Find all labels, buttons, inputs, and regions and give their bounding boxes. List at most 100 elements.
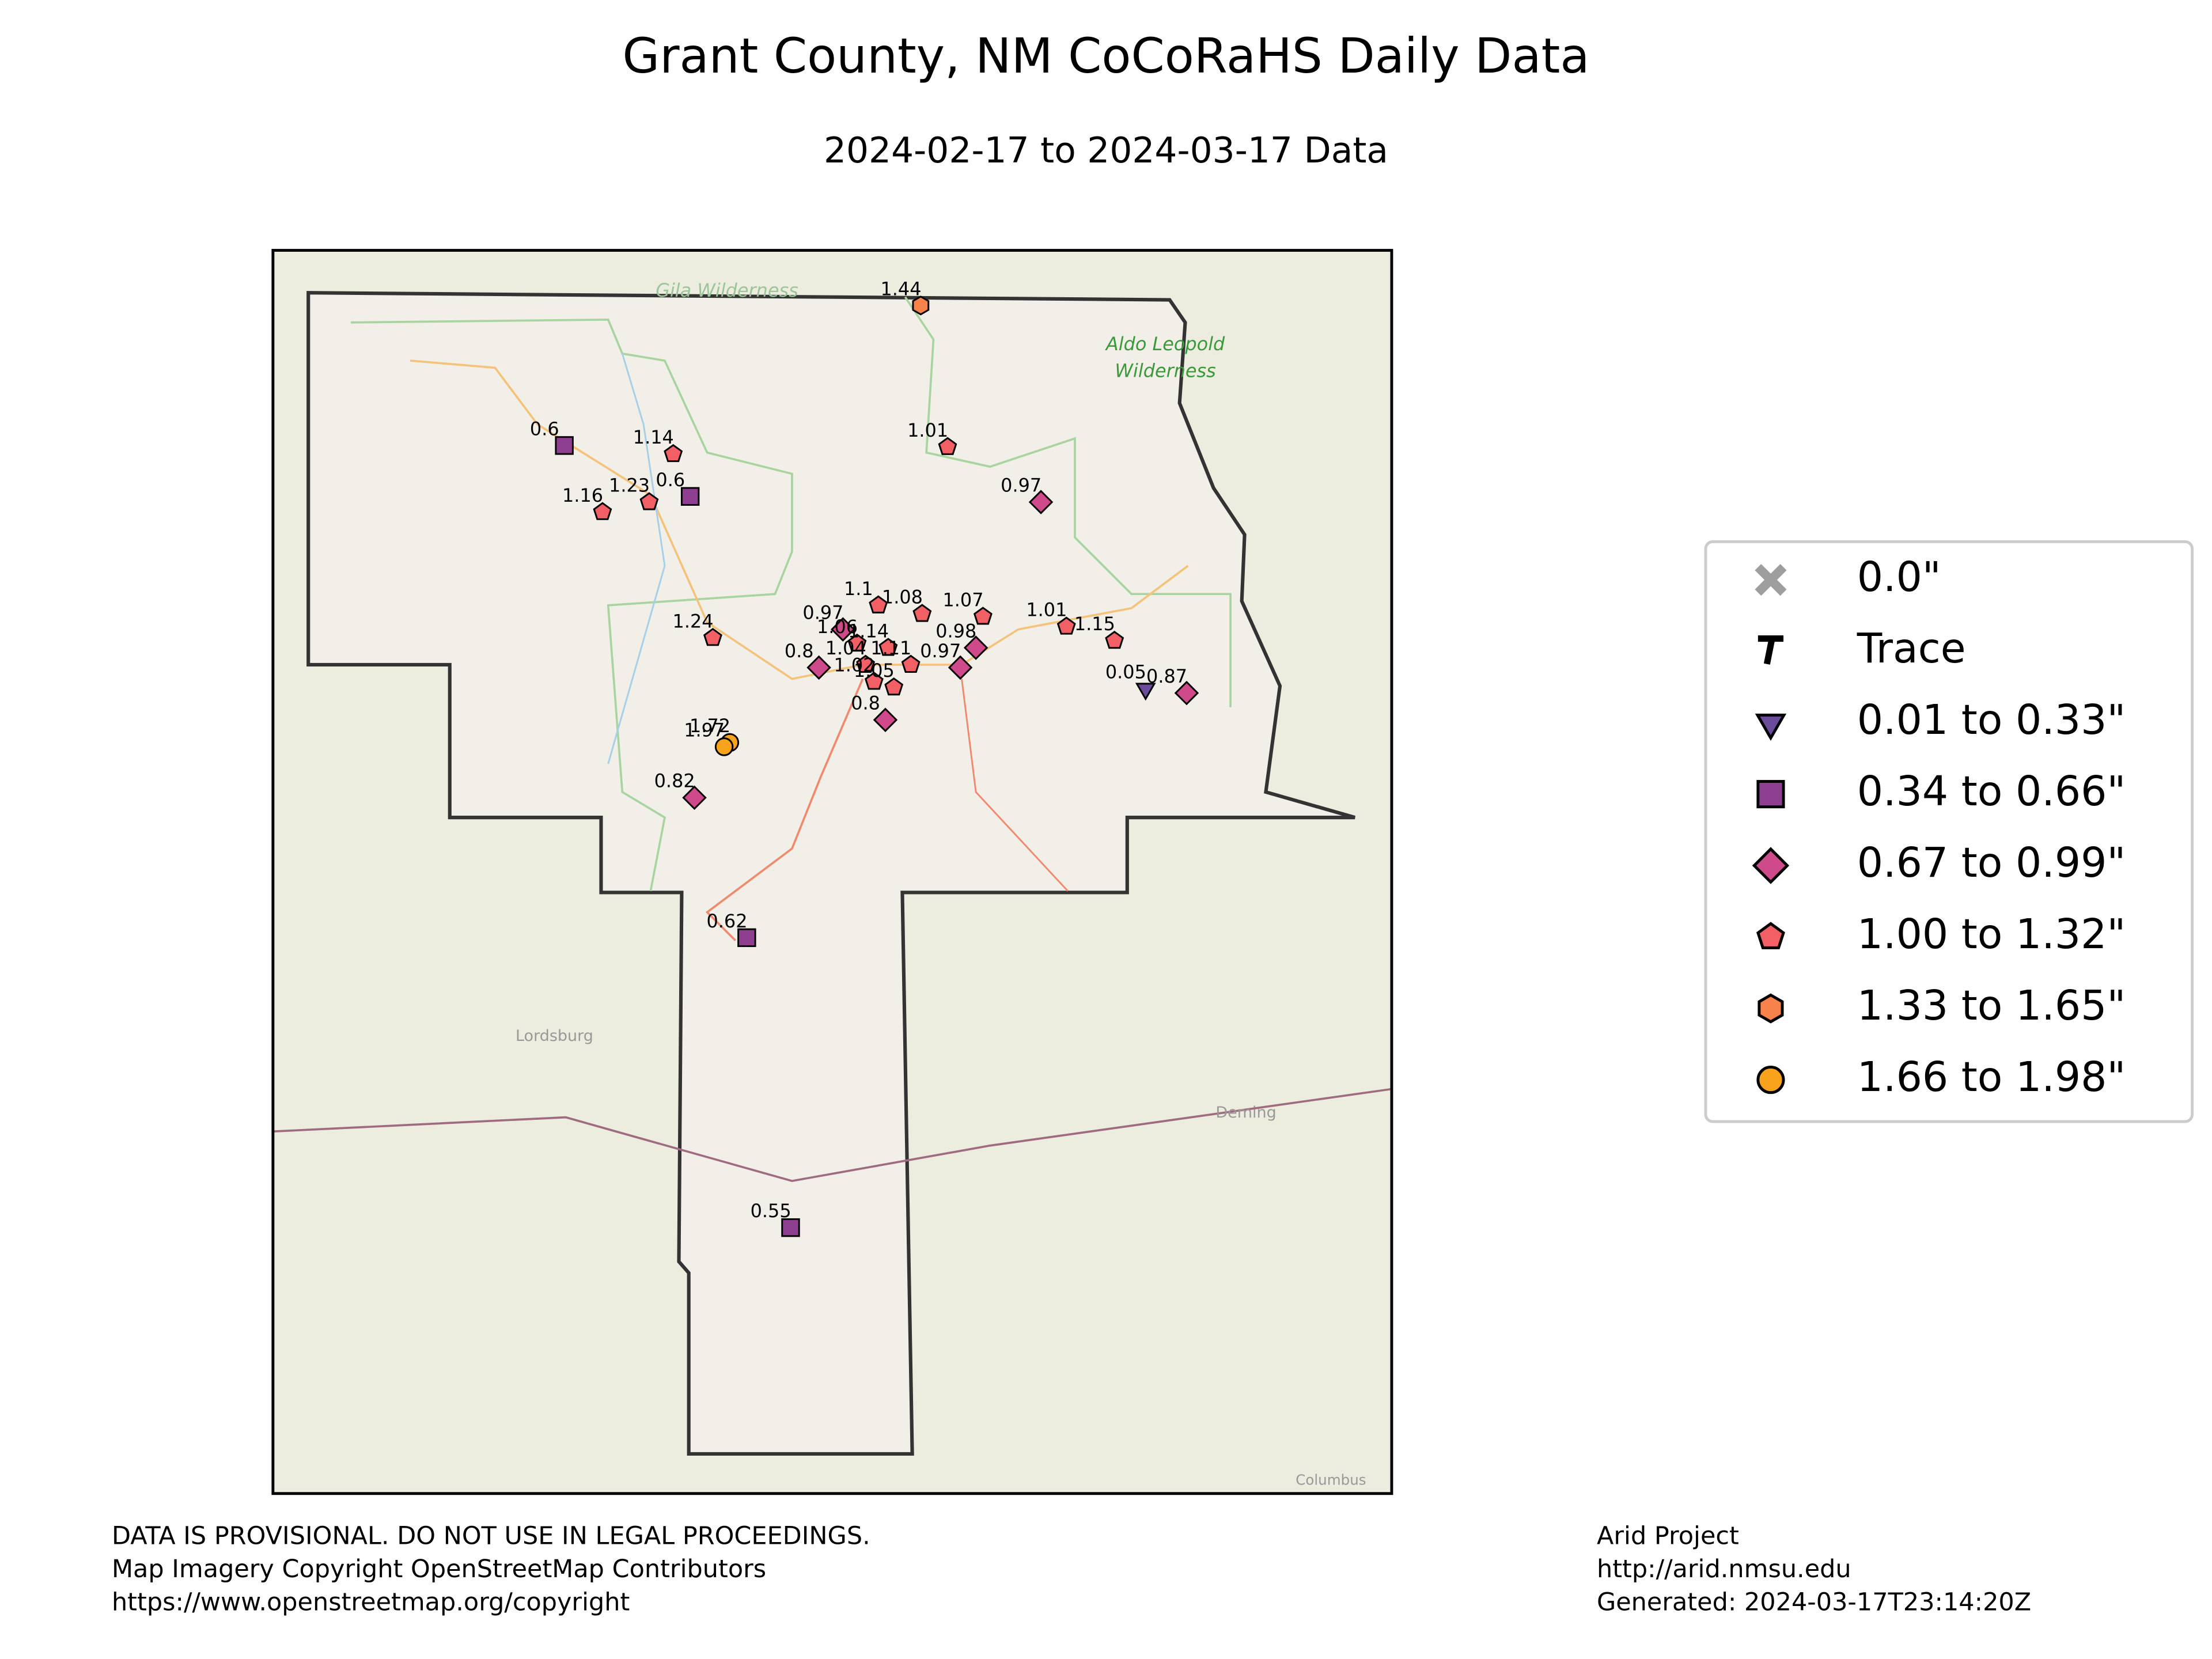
footer-left: Map Imagery Copyright OpenStreetMap Cont…	[112, 1555, 766, 1584]
station-label: 1.97	[684, 719, 725, 741]
station-label: 1.14	[848, 620, 889, 642]
station-label: 1.44	[880, 278, 921, 300]
station-label: 1.01	[907, 419, 948, 441]
station-marker	[831, 617, 855, 642]
legend-label: 0.34 to 0.66"	[1857, 767, 2126, 815]
station-label: 0.8	[785, 640, 814, 662]
interstate	[272, 1088, 1392, 1183]
station-marker	[714, 737, 734, 756]
station-label: 1.14	[633, 426, 674, 448]
legend-marker	[1756, 1066, 1785, 1094]
station-marker	[682, 785, 707, 810]
station-marker	[912, 296, 930, 316]
legend-marker	[1752, 847, 1790, 884]
station-label: 0.97	[920, 640, 961, 662]
station-marker	[555, 436, 574, 455]
footer-left: DATA IS PROVISIONAL. DO NOT USE IN LEGAL…	[112, 1521, 870, 1550]
station-label: 1.11	[870, 637, 911, 659]
station-marker	[864, 672, 884, 690]
station-label: 0.87	[1146, 665, 1187, 687]
legend-marker	[1758, 635, 1784, 665]
road	[705, 678, 864, 942]
legend	[1704, 540, 2194, 1123]
legend-marker	[1756, 780, 1785, 809]
station-marker	[664, 444, 683, 463]
footer-right: Generated: 2024-03-17T23:14:20Z	[1597, 1588, 2031, 1617]
station-marker	[938, 437, 957, 455]
station-label: 0.62	[706, 910, 747, 932]
station-label: 1.02	[834, 654, 874, 676]
station-marker	[912, 604, 932, 622]
map	[271, 249, 1393, 1495]
place-label: Deming	[1215, 1104, 1276, 1122]
river	[607, 353, 666, 764]
station-label: 0.6	[656, 469, 685, 491]
station-marker	[1105, 630, 1124, 649]
forest-boundary	[350, 319, 793, 892]
station-label: 1.16	[562, 484, 603, 506]
footer-left: https://www.openstreetmap.org/copyright	[112, 1588, 630, 1617]
station-marker	[781, 1218, 800, 1237]
station-marker	[1174, 680, 1199, 706]
legend-label: 0.01 to 0.33"	[1857, 696, 2126, 744]
legend-label: 0.0"	[1857, 553, 1941, 601]
footer-right: http://arid.nmsu.edu	[1597, 1555, 1851, 1584]
station-marker	[1135, 683, 1156, 701]
legend-marker	[1755, 713, 1787, 741]
station-label: 0.05	[1105, 661, 1146, 683]
station-label: 0.55	[751, 1200, 791, 1222]
subtitle: 2024-02-17 to 2024-03-17 Data	[824, 130, 1388, 171]
station-marker	[901, 654, 921, 673]
legend-marker	[1755, 564, 1787, 596]
station-marker	[593, 502, 612, 520]
station-marker	[703, 628, 722, 646]
station-label: 1.1	[844, 578, 873, 600]
station-marker	[884, 677, 904, 696]
place-label: Wilderness	[1115, 360, 1215, 382]
station-label: 0.97	[1001, 475, 1041, 497]
station-marker	[680, 487, 700, 506]
station-marker	[869, 595, 888, 613]
road	[410, 359, 1189, 680]
station-marker	[963, 635, 988, 660]
legend-label: 1.33 to 1.65"	[1857, 982, 2126, 1029]
road	[961, 679, 1069, 892]
place-label: Lordsburg	[516, 1027, 593, 1045]
title: Grant County, NM CoCoRaHS Daily Data	[623, 28, 1590, 84]
county-boundary	[306, 291, 1355, 1456]
station-label: 1.72	[690, 715, 730, 737]
place-label: Gila Wilderness	[656, 279, 798, 301]
legend-marker	[1756, 922, 1785, 949]
map-frame	[271, 249, 1393, 1495]
station-label: 1.06	[817, 616, 858, 638]
station-label: 0.6	[530, 418, 559, 440]
station-marker	[1028, 490, 1054, 514]
station-label: 1.05	[854, 660, 895, 681]
legend-label: Trace	[1857, 624, 1966, 672]
legend-marker	[1758, 993, 1784, 1024]
forest-boundary	[904, 296, 1232, 707]
station-marker	[847, 633, 867, 652]
station-marker	[806, 655, 831, 680]
station-label: 1.24	[673, 610, 714, 632]
station-label: 1.07	[942, 589, 983, 611]
station-marker	[639, 492, 659, 510]
station-label: 0.8	[851, 692, 880, 714]
place-label: Aldo Leopold	[1105, 333, 1225, 355]
station-label: 1.23	[609, 475, 650, 497]
station-label: 0.82	[654, 770, 695, 792]
station-label: 1.04	[825, 637, 866, 659]
station-marker	[948, 655, 973, 680]
footer-right: Arid Project	[1597, 1521, 1739, 1550]
station-marker	[856, 654, 876, 673]
station-label: 1.15	[1074, 613, 1115, 635]
station-label: 1.01	[1026, 599, 1067, 621]
station-label: 0.98	[935, 620, 976, 642]
station-marker	[973, 607, 993, 625]
legend-label: 1.00 to 1.32"	[1857, 910, 2126, 958]
station-marker	[878, 638, 898, 656]
station-marker	[1056, 616, 1076, 635]
station-label: 1.08	[882, 586, 923, 608]
legend-label: 1.66 to 1.98"	[1857, 1053, 2126, 1101]
